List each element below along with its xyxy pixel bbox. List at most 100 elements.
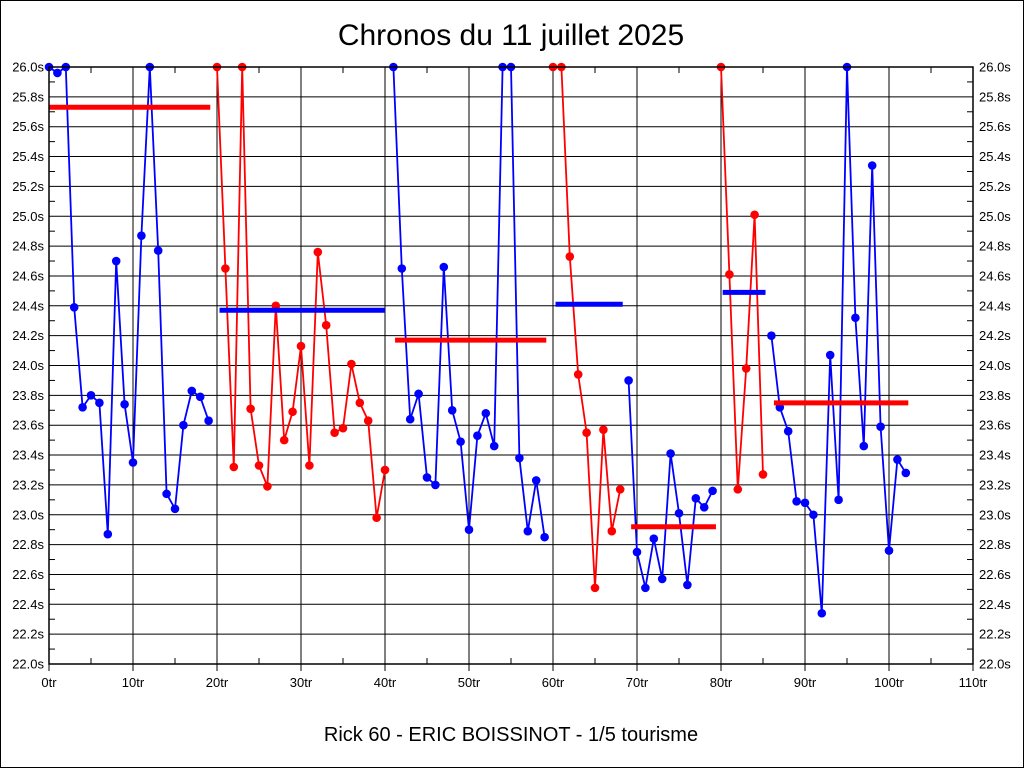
y-tick-label-right: 22.8s [979, 537, 1011, 552]
data-point-stint-2 [229, 462, 239, 472]
data-point-stint-6 [741, 364, 751, 373]
plot-border [48, 66, 974, 665]
y-tick-label-right: 23.2s [979, 477, 1011, 492]
data-point-stint-3 [456, 437, 465, 446]
data-point-stint-1 [69, 302, 79, 312]
data-point-stint-2 [305, 461, 314, 470]
data-point-stint-4 [607, 526, 617, 536]
data-point-stint-5 [641, 583, 650, 593]
data-point-stint-4 [565, 252, 575, 261]
series-line-stint-4 [553, 66, 622, 588]
x-tick-label: 0tr [41, 675, 57, 690]
data-point-stint-3 [523, 526, 533, 536]
series-line-stint-5 [627, 380, 714, 589]
data-point-stint-1 [78, 402, 87, 412]
data-point-stint-3 [473, 431, 482, 440]
y-tick-label-left: 22.2s [12, 627, 44, 642]
data-point-stint-4 [582, 428, 591, 437]
data-point-stint-2 [313, 247, 323, 257]
data-point-stint-1 [103, 529, 113, 539]
x-tick-label: 50tr [458, 675, 481, 690]
x-tick-label: 30tr [290, 675, 313, 690]
y-tick-label-left: 24.8s [12, 239, 44, 254]
x-tick-label: 110tr [959, 675, 988, 690]
chart-title: Chronos du 11 juillet 2025 [338, 19, 684, 52]
y-tick-label-right: 23.4s [979, 448, 1011, 463]
data-point-stint-5 [683, 580, 692, 590]
data-point-stint-2 [330, 428, 339, 437]
data-point-stint-7 [867, 161, 877, 170]
y-tick-label-right: 22.4s [979, 597, 1011, 612]
y-tick-label-right: 24.8s [979, 239, 1011, 254]
data-point-stint-2 [363, 416, 373, 426]
data-point-stint-2 [321, 320, 331, 330]
data-point-stint-2 [372, 513, 381, 523]
y-tick-label-left: 25.0s [12, 209, 44, 224]
plot-area: 26.0s 26.0s 25.8s 25.8s 25.6s 25.6s 25.4s 25.4s… [12, 60, 1011, 691]
data-point-stint-7 [884, 546, 894, 555]
data-point-stint-1 [111, 256, 121, 266]
data-point-stint-7 [901, 468, 911, 478]
data-point-stint-2 [221, 264, 230, 273]
data-point-stint-3 [447, 405, 457, 415]
data-point-stint-5 [657, 574, 667, 584]
y-tick-label-left: 23.0s [12, 507, 44, 522]
data-point-stint-5 [666, 449, 675, 458]
data-point-stint-6 [733, 485, 743, 494]
data-point-stint-3 [439, 262, 449, 272]
data-point-stint-3 [489, 441, 499, 451]
y-tick-label-right: 24.6s [979, 268, 1011, 283]
y-tick-label-left: 22.6s [12, 567, 44, 582]
data-point-stint-1 [120, 400, 129, 409]
y-tick-label-left: 25.2s [12, 179, 44, 194]
data-point-stint-5 [624, 376, 633, 385]
data-point-stint-2 [380, 465, 390, 475]
y-tick-label-left: 24.0s [12, 358, 44, 373]
data-point-stint-1 [179, 420, 188, 430]
series-line-stint-1 [48, 65, 210, 535]
x-tick-label: 70tr [626, 675, 649, 690]
y-tick-label-right: 22.0s [979, 657, 1011, 672]
y-tick-label-right: 24.2s [979, 328, 1011, 343]
data-point-stint-2 [246, 404, 255, 414]
y-tick-label-left: 23.2s [12, 477, 44, 492]
chart-footer: Rick 60 - ERIC BOISSINOT - 1/5 tourisme [324, 724, 698, 746]
data-point-stint-3 [464, 525, 474, 534]
data-point-stint-2 [296, 341, 306, 351]
data-point-stint-7 [851, 313, 860, 323]
x-tick-label: 10tr [122, 675, 145, 690]
x-tick-label: 90tr [794, 675, 817, 690]
data-point-stint-1 [128, 458, 138, 467]
x-tick-label: 20tr [206, 675, 229, 690]
y-tick-label-right: 22.2s [979, 627, 1011, 642]
y-tick-label-left: 22.0s [12, 657, 44, 672]
data-point-stint-5 [691, 494, 701, 503]
y-tick-label-left: 22.4s [12, 597, 44, 612]
y-tick-label-left: 24.6s [12, 268, 44, 283]
data-point-stint-7 [800, 498, 810, 508]
data-point-stint-2 [254, 461, 264, 470]
data-point-stint-7 [876, 422, 885, 431]
data-point-stint-1 [187, 386, 197, 396]
data-point-stint-1 [53, 68, 62, 78]
data-point-stint-1 [137, 231, 146, 240]
data-point-stint-5 [632, 547, 642, 557]
data-point-stint-4 [590, 583, 600, 593]
y-tick-label-right: 24.4s [979, 298, 1011, 313]
data-point-stint-3 [397, 264, 407, 273]
data-point-stint-7 [834, 495, 843, 505]
y-tick-label-left: 23.4s [12, 448, 44, 463]
data-point-stint-5 [674, 508, 684, 518]
data-point-stint-2 [355, 398, 365, 408]
y-tick-label-right: 25.2s [979, 179, 1011, 194]
y-tick-label-right: 25.6s [979, 119, 1011, 134]
y-tick-label-left: 23.6s [12, 418, 44, 433]
data-point-stint-7 [859, 441, 869, 451]
data-point-stint-3 [431, 480, 440, 490]
data-point-stint-2 [347, 359, 356, 369]
y-tick-label-right: 23.6s [979, 418, 1011, 433]
data-point-stint-4 [615, 485, 625, 494]
x-tick-label: 60tr [542, 675, 565, 690]
